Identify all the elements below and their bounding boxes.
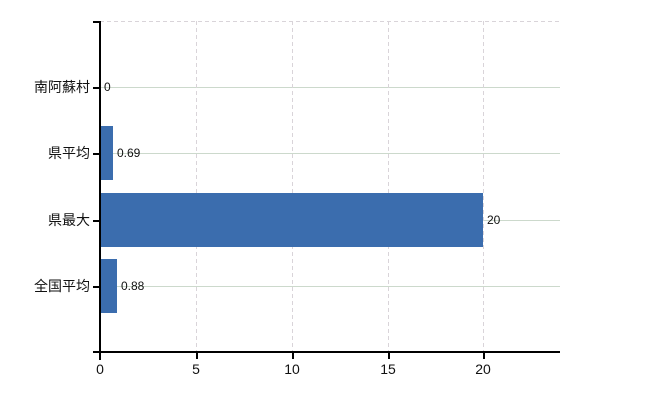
x-axis xyxy=(93,351,560,353)
x-tick xyxy=(388,352,390,359)
x-tick-label: 10 xyxy=(284,361,300,377)
v-gridline xyxy=(483,21,484,352)
x-tick-label: 0 xyxy=(96,361,104,377)
plot-top-border xyxy=(100,21,560,22)
h-gridline xyxy=(100,286,560,287)
value-label: 20 xyxy=(487,213,501,227)
x-tick-label: 20 xyxy=(475,361,491,377)
y-axis-top-tick xyxy=(93,21,100,23)
y-tick xyxy=(93,220,100,222)
category-label-南阿蘇村: 南阿蘇村 xyxy=(34,79,90,95)
h-gridline xyxy=(100,153,560,154)
value-label: 0 xyxy=(104,80,111,94)
v-gridline xyxy=(292,21,293,352)
v-gridline xyxy=(388,21,389,352)
x-tick-label: 5 xyxy=(192,361,200,377)
category-label-全国平均: 全国平均 xyxy=(34,278,90,294)
y-tick xyxy=(93,87,100,89)
category-label-県最大: 県最大 xyxy=(48,212,90,228)
v-gridline xyxy=(196,21,197,352)
category-label-県平均: 県平均 xyxy=(48,145,90,161)
x-tick xyxy=(196,352,198,359)
bar-県平均 xyxy=(100,126,113,180)
y-axis xyxy=(99,21,101,360)
y-tick xyxy=(93,153,100,155)
x-tick xyxy=(483,352,485,359)
bar-全国平均 xyxy=(100,259,117,313)
y-tick xyxy=(93,286,100,288)
bar-県最大 xyxy=(100,193,483,247)
value-label: 0.69 xyxy=(117,146,141,160)
value-label: 0.88 xyxy=(121,279,145,293)
x-tick xyxy=(292,352,294,359)
x-tick-label: 15 xyxy=(380,361,396,377)
h-gridline xyxy=(100,87,560,88)
